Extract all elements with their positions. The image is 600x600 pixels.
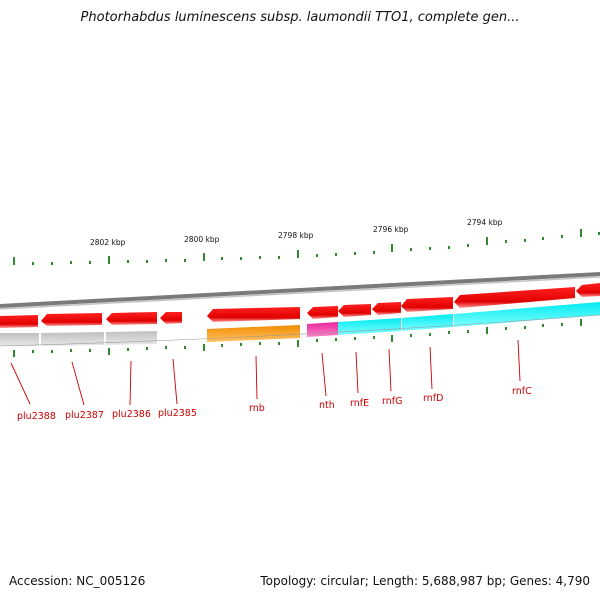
gene-arrow[interactable]: [0, 315, 38, 328]
gene-label[interactable]: rnfG: [382, 396, 402, 407]
feature-block[interactable]: [41, 332, 104, 346]
gene-label[interactable]: rnb: [249, 403, 265, 414]
gene-arrow[interactable]: [106, 312, 157, 325]
gene-label[interactable]: rnfE: [350, 398, 369, 409]
gene-arrows[interactable]: [0, 283, 600, 328]
gene-arrow[interactable]: [372, 302, 401, 315]
scale-label: 2800 kbp: [184, 235, 220, 244]
scale-label: 2796 kbp: [373, 225, 409, 234]
feature-track[interactable]: [0, 302, 600, 347]
feature-block[interactable]: [402, 314, 453, 331]
map-title: Photorhabdus luminescens subsp. laumondi…: [80, 10, 520, 25]
gene-arrow[interactable]: [207, 307, 300, 322]
genome-summary-text: Topology: circular; Length: 5,688,987 bp…: [260, 574, 590, 588]
track-edge: [0, 314, 600, 347]
feature-block[interactable]: [0, 333, 39, 346]
feature-block[interactable]: [307, 322, 338, 337]
gene-arrow[interactable]: [576, 283, 600, 297]
genome-backbone: [0, 272, 600, 308]
gene-label[interactable]: plu2386: [112, 409, 151, 420]
accession-text: Accession: NC_005126: [9, 574, 146, 588]
inner-ticks: [13, 319, 582, 357]
gene-label[interactable]: nth: [319, 400, 335, 411]
feature-block[interactable]: [207, 325, 300, 342]
gene-arrow[interactable]: [307, 306, 338, 319]
gene-arrow[interactable]: [160, 312, 182, 324]
scale-ticks: [13, 229, 600, 265]
gene-arrow[interactable]: [401, 297, 453, 312]
scale-label: 2798 kbp: [278, 231, 314, 240]
scale-label: 2802 kbp: [90, 238, 126, 247]
feature-block[interactable]: [106, 331, 157, 345]
feature-block[interactable]: [338, 318, 401, 335]
feature-block[interactable]: [454, 302, 600, 327]
gene-label[interactable]: rnfD: [423, 393, 443, 404]
gene-label[interactable]: plu2385: [158, 408, 197, 419]
gene-label[interactable]: plu2388: [17, 411, 56, 422]
scale-label: 2794 kbp: [467, 218, 503, 227]
gene-arrow[interactable]: [41, 313, 102, 326]
gene-label[interactable]: rnfC: [512, 386, 532, 397]
label-leaders: [10, 339, 521, 406]
gene-arrow[interactable]: [454, 287, 575, 308]
genome-backbone-highlight: [0, 276, 600, 310]
gene-arrow[interactable]: [338, 304, 371, 317]
gene-label[interactable]: plu2387: [65, 410, 104, 421]
